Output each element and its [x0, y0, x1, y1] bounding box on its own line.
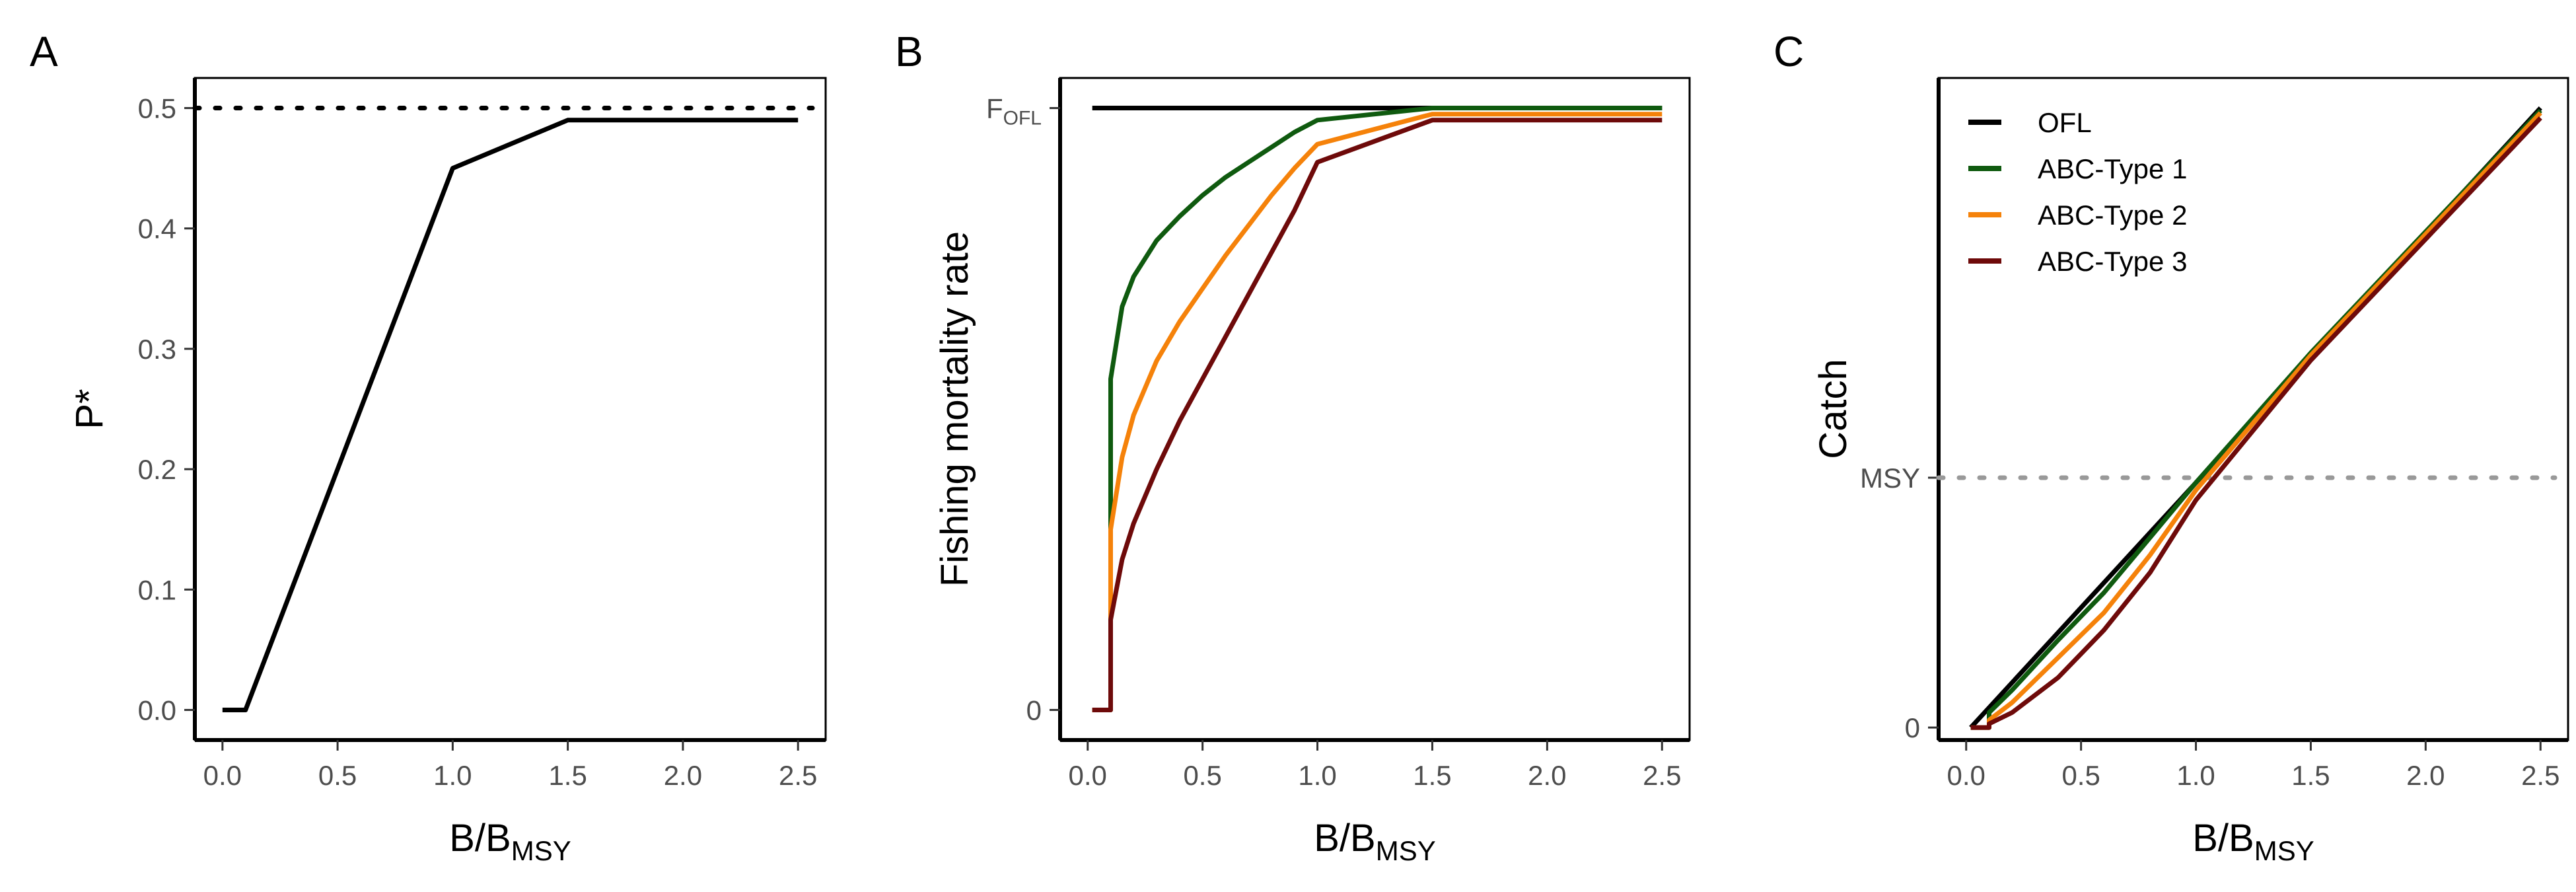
legend-label: ABC-Type 3	[2038, 246, 2187, 277]
series-line-abc-type-3	[1970, 116, 2542, 730]
x-tick-label: 1.0	[2176, 760, 2215, 791]
series-line-abc-type-3	[1092, 118, 1663, 712]
panel-label: A	[30, 28, 58, 75]
x-tick-label: 1.0	[1298, 760, 1336, 791]
x-tick-label: 2.0	[664, 760, 702, 791]
x-tick-label: 0.5	[318, 760, 357, 791]
x-tick-label: 2.0	[2406, 760, 2445, 791]
panel-A: A0.0 0.5 1.0 1.5 2.0 2.50.00.10.20.30.40.5B/B…	[30, 28, 827, 866]
y-tick-label: 0	[1026, 694, 1042, 725]
x-tick-label: 2.5	[2521, 760, 2559, 791]
legend-label: OFL	[2038, 107, 2092, 138]
x-tick-label: 0.5	[1183, 760, 1221, 791]
y-axis-title: Fishing mortality rate	[933, 231, 976, 587]
series-line-abc-type-2	[1092, 112, 1663, 712]
x-tick-label: 1.5	[1413, 760, 1451, 791]
x-tick-label: 0.5	[2061, 760, 2100, 791]
x-tick-label: 2.5	[1643, 760, 1681, 791]
y-tick-subscript: OFL	[1003, 108, 1042, 130]
y-tick-label: 0.3	[138, 334, 176, 365]
x-axis-title-subscript: MSY	[511, 835, 571, 866]
x-tick-label: 0.0	[203, 760, 242, 791]
x-tick-label: 1.5	[548, 760, 587, 791]
y-tick-label: 0.0	[138, 694, 176, 725]
x-tick-label: 0.0	[1069, 760, 1107, 791]
y-axis-title: Catch	[1812, 359, 1855, 459]
x-axis-title-subscript: MSY	[2254, 835, 2314, 866]
x-tick-label: 1.5	[2291, 760, 2330, 791]
x-tick-label: 1.0	[433, 760, 472, 791]
series-line	[222, 118, 799, 712]
legend-label: ABC-Type 2	[2038, 200, 2187, 231]
panel-C: C0.0 0.5 1.0 1.5 2.0 2.50MSYB/BMSYCatchOFLABC…	[1773, 28, 2569, 866]
x-axis-title: B/BMSY	[1314, 817, 1436, 866]
y-tick-label: 0.5	[138, 93, 176, 124]
y-tick-label: 0	[1905, 712, 1920, 743]
y-axis-title: P*	[68, 389, 111, 429]
panel-label: B	[895, 28, 923, 75]
legend-label: ABC-Type 1	[2038, 153, 2187, 184]
x-tick-label: 2.5	[779, 760, 817, 791]
y-tick-label: 0.2	[138, 454, 176, 485]
x-tick-label: 2.0	[1528, 760, 1566, 791]
y-tick-label: MSY	[1860, 463, 1920, 494]
y-tick-label: 0.1	[138, 574, 176, 605]
x-axis-title-subscript: MSY	[1376, 835, 1436, 866]
panel-label: C	[1773, 28, 1804, 75]
series-line-abc-type-1	[1092, 106, 1663, 712]
legend: OFL ABC-Type 1 ABC-Type 2 ABC-Type 3	[1968, 107, 2187, 277]
y-tick-label: 0.4	[138, 213, 176, 244]
x-tick-label: 0.0	[1947, 760, 1986, 791]
